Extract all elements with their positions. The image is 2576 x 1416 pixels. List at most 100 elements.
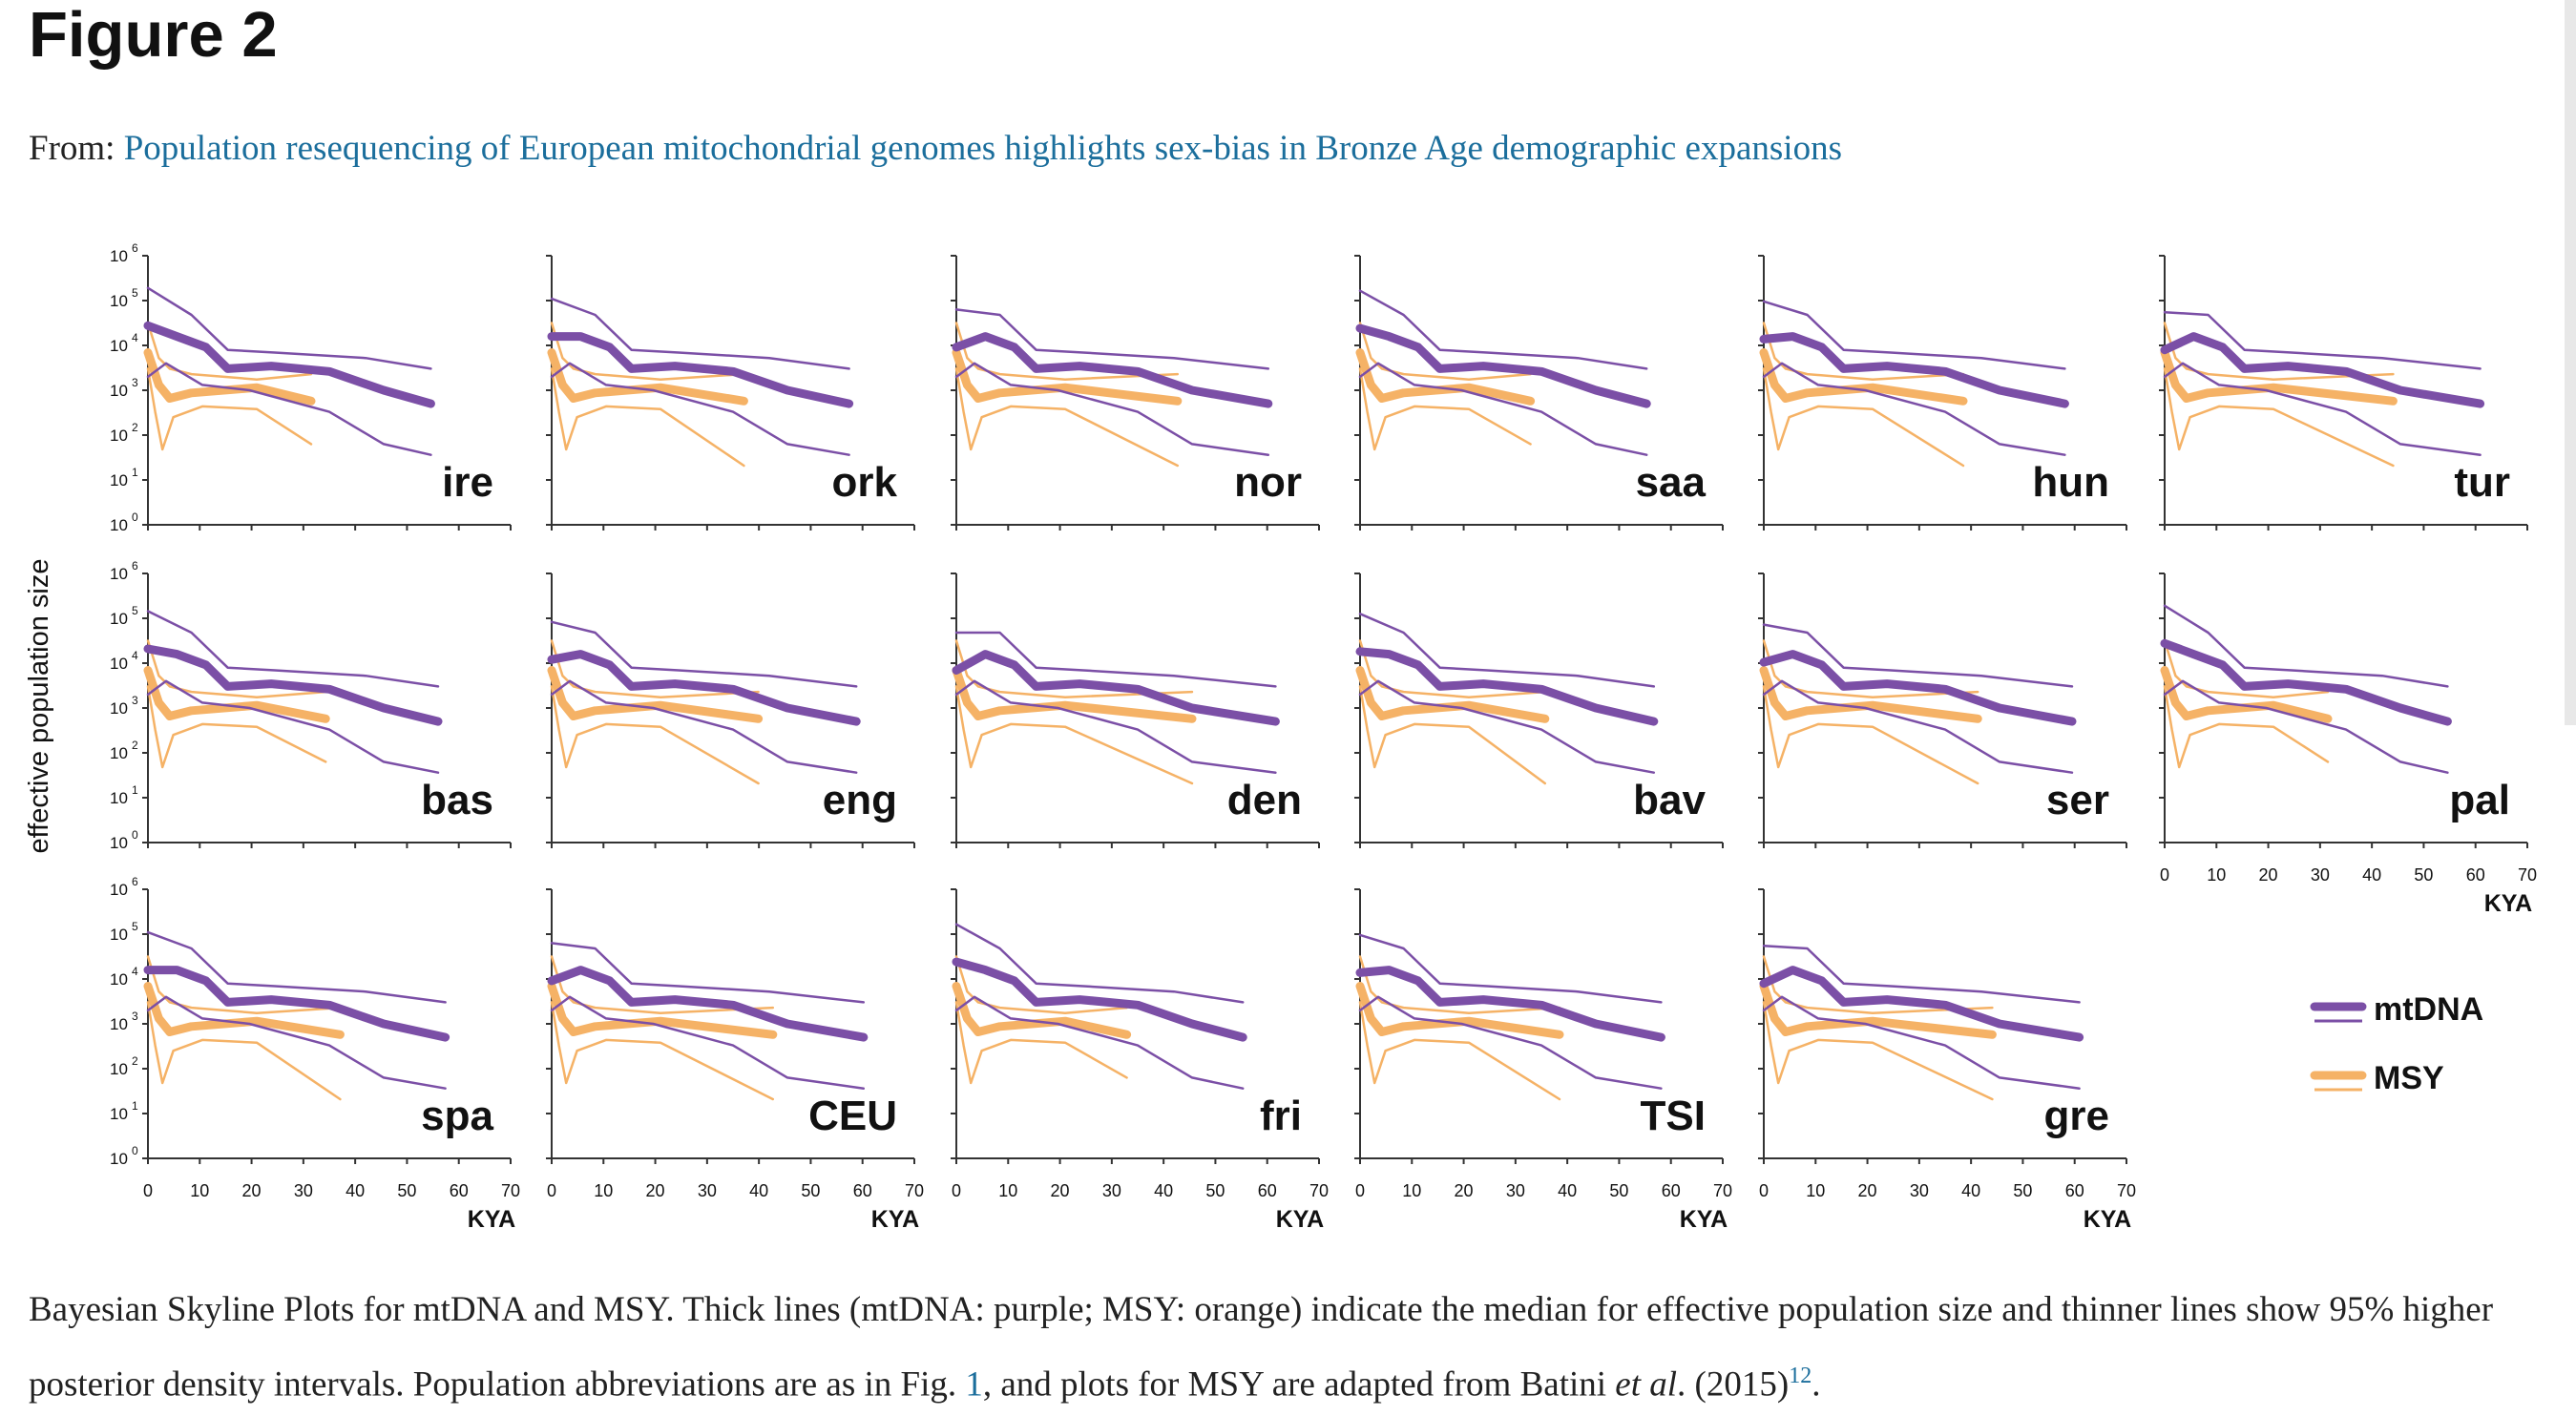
y-tick-label: 10 (110, 247, 128, 265)
mtdna-upper-hpd (1762, 300, 2066, 370)
x-tick-label: 30 (698, 1181, 717, 1200)
x-tick-label: 40 (2362, 865, 2381, 885)
x-tick-label: 20 (646, 1181, 665, 1200)
mtdna-upper-hpd (1762, 623, 2074, 688)
panel-label-ork: ork (832, 459, 898, 506)
y-tick-exponent: 5 (132, 286, 138, 300)
y-axis-label: effective population size (24, 558, 54, 853)
x-tick-label: 10 (190, 1181, 209, 1200)
caption-text-2: , and plots for MSY are adapted from Bat… (982, 1364, 1616, 1405)
panel-ser: ser (1758, 573, 2127, 848)
panel-label-spa: spa (421, 1093, 493, 1139)
msy-lower-hpd (954, 367, 1180, 468)
y-tick-label: 10 (110, 516, 128, 534)
x-tick-label: 70 (905, 1181, 924, 1200)
mtdna-median (952, 957, 1247, 1042)
x-tick-label: 50 (801, 1181, 820, 1200)
mtdna-median (1355, 966, 1665, 1042)
panel-gre: gre 0 10 20 30 40 50 60 70 KYA (1758, 888, 2136, 1233)
msy-lower-hpd (954, 1001, 1128, 1085)
x-tick-label: 50 (2414, 865, 2433, 885)
mtdna-lower-hpd (954, 995, 1245, 1090)
y-tick-exponent: 4 (132, 649, 138, 662)
x-tick-label: 0 (2160, 865, 2169, 885)
y-tick-label: 10 (110, 834, 128, 852)
msy-median (143, 982, 345, 1039)
caption-ref-link[interactable]: 12 (1789, 1364, 1812, 1388)
y-tick-label: 10 (110, 427, 128, 445)
panel-label-saa: saa (1636, 459, 1707, 506)
mtdna-upper-hpd (1762, 944, 2081, 1004)
mtdna-lower-hpd (550, 995, 866, 1090)
x-axis-label: KYA (468, 1206, 516, 1233)
mtdna-median (1759, 650, 2077, 726)
x-tick-label: 20 (1455, 1181, 1474, 1200)
x-tick-label: 50 (397, 1181, 416, 1200)
panel-tur: tur (2159, 255, 2528, 531)
msy-median (143, 348, 316, 406)
y-tick-exponent: 1 (132, 1099, 138, 1113)
panel-label-gre: gre (2044, 1093, 2109, 1139)
scrollbar[interactable] (2565, 0, 2576, 725)
panel-label-bav: bav (1633, 777, 1706, 823)
msy-lower-hpd (1762, 685, 1979, 785)
y-tick-exponent: 4 (132, 331, 138, 344)
panel-fri: fri 0 10 20 30 40 50 60 70 KYA (951, 888, 1329, 1233)
x-tick-label: 10 (2207, 865, 2226, 885)
y-tick-label: 10 (110, 744, 128, 762)
x-tick-label: 40 (1961, 1181, 1980, 1200)
panel-TSI: TSI 0 10 20 30 40 50 60 70 KYA (1354, 888, 1732, 1233)
legend-label-mtdna: mtDNA (2374, 991, 2483, 1028)
mtdna-lower-hpd (146, 679, 440, 774)
msy-median (1759, 666, 1982, 723)
x-tick-label: 10 (594, 1181, 613, 1200)
mtdna-median (1355, 647, 1659, 726)
y-tick-exponent: 6 (132, 559, 138, 573)
figure-image: effective population size 10 0 10 1 10 2 10 3 10 4… (0, 229, 2576, 1260)
msy-median (1355, 348, 1536, 406)
panel-ork: ork (546, 255, 915, 531)
y-tick-exponent: 3 (132, 1010, 138, 1023)
mtdna-median (547, 650, 861, 726)
x-tick-label: 70 (2117, 1181, 2136, 1200)
y-tick-exponent: 3 (132, 376, 138, 389)
mtdna-upper-hpd (2163, 310, 2482, 370)
msy-lower-hpd (2163, 367, 2395, 468)
panel-CEU: CEU 0 10 20 30 40 50 60 70 KYA (546, 888, 924, 1233)
mtdna-lower-hpd (1762, 362, 2066, 456)
caption-fig-link[interactable]: 1 (965, 1364, 983, 1405)
panel-spa: 10 0 10 1 10 2 10 3 10 4 10 5 10 6 spa 0 10 20 30 40 50 60 70 K… (110, 875, 520, 1233)
msy-lower-hpd (550, 367, 745, 468)
x-axis-label: KYA (2484, 890, 2533, 917)
mtdna-median (1355, 323, 1651, 408)
mtdna-median (952, 650, 1280, 726)
msy-lower-hpd (146, 1001, 342, 1101)
y-tick-label: 10 (110, 1150, 128, 1168)
x-tick-label: 40 (1154, 1181, 1173, 1200)
mtdna-upper-hpd (550, 942, 866, 1004)
y-tick-label: 10 (110, 655, 128, 673)
x-tick-label: 60 (1662, 1181, 1681, 1200)
y-tick-label: 10 (110, 337, 128, 355)
y-tick-exponent: 0 (132, 510, 138, 524)
mtdna-upper-hpd (146, 930, 447, 1004)
panel-label-pal: pal (2449, 777, 2510, 823)
y-tick-exponent: 1 (132, 783, 138, 797)
panel-ire: 10 0 10 1 10 2 10 3 10 4 10 5 10 6 ire (110, 241, 512, 534)
x-tick-label: 60 (2065, 1181, 2084, 1200)
caption-text-4: . (1812, 1364, 1821, 1405)
article-link[interactable]: Population resequencing of European mito… (123, 129, 1842, 168)
mtdna-median (1759, 966, 2084, 1042)
mtdna-lower-hpd (550, 679, 858, 774)
msy-lower-hpd (1358, 367, 1532, 451)
y-tick-label: 10 (110, 1015, 128, 1033)
msy-lower-hpd (146, 367, 313, 451)
y-tick-label: 10 (110, 382, 128, 400)
mtdna-upper-hpd (954, 923, 1245, 1004)
x-tick-label: 60 (853, 1181, 872, 1200)
mtdna-lower-hpd (954, 362, 1270, 456)
msy-median (2160, 666, 2333, 723)
panel-label-den: den (1227, 777, 1302, 823)
x-tick-label: 70 (1713, 1181, 1732, 1200)
mtdna-median (143, 966, 450, 1042)
